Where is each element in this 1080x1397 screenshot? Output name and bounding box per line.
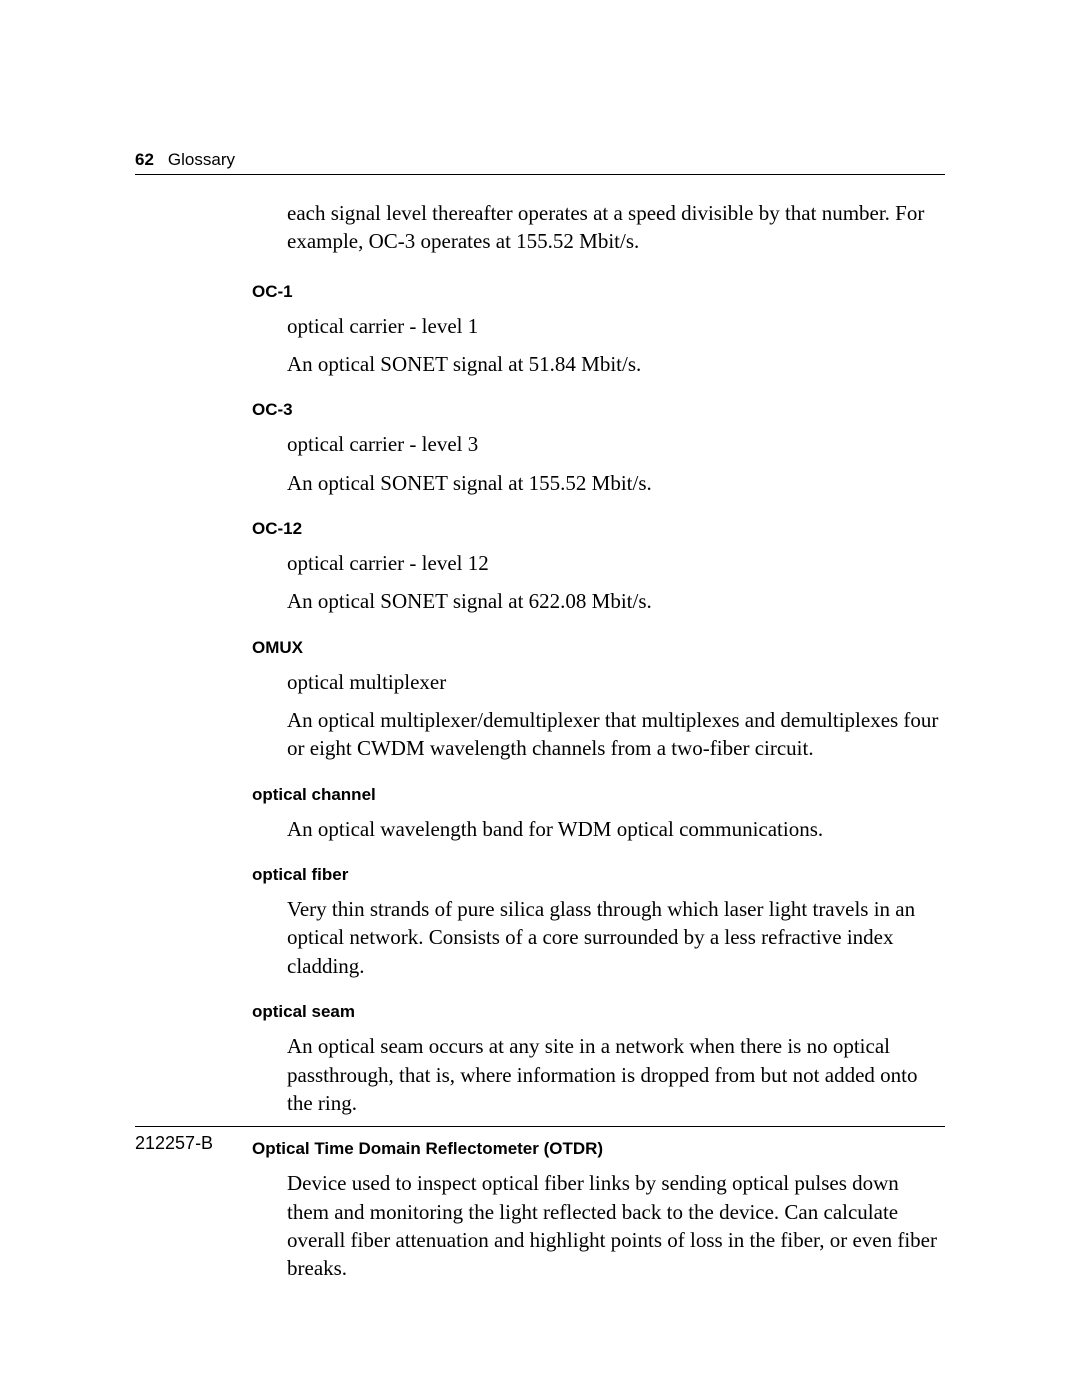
page-number: 62	[135, 150, 154, 170]
entry-oc-3: OC-3 optical carrier - level 3 An optica…	[287, 400, 945, 497]
entry-oc-1: OC-1 optical carrier - level 1 An optica…	[287, 282, 945, 379]
entry-omux: OMUX optical multiplexer An optical mult…	[287, 638, 945, 763]
term-definition: optical carrier - level 3	[287, 430, 945, 458]
document-id: 212257-B	[135, 1133, 213, 1153]
term-label: OC-12	[252, 519, 945, 539]
entry-oc-12: OC-12 optical carrier - level 12 An opti…	[287, 519, 945, 616]
entry-optical-fiber: optical fiber Very thin strands of pure …	[287, 865, 945, 980]
entry-otdr: Optical Time Domain Reflectometer (OTDR)…	[287, 1139, 945, 1282]
term-label: OC-3	[252, 400, 945, 420]
term-label: optical fiber	[252, 865, 945, 885]
term-label: OMUX	[252, 638, 945, 658]
page-footer: 212257-B	[135, 1126, 945, 1154]
page-header: 62 Glossary	[135, 150, 945, 175]
term-definition: Very thin strands of pure silica glass t…	[287, 895, 945, 980]
term-definition: An optical wavelength band for WDM optic…	[287, 815, 945, 843]
term-definition: An optical seam occurs at any site in a …	[287, 1032, 945, 1117]
term-definition: optical carrier - level 12	[287, 549, 945, 577]
term-definition: optical multiplexer	[287, 668, 945, 696]
term-definition: An optical SONET signal at 622.08 Mbit/s…	[287, 587, 945, 615]
entry-optical-seam: optical seam An optical seam occurs at a…	[287, 1002, 945, 1117]
term-definition: Device used to inspect optical fiber lin…	[287, 1169, 945, 1282]
term-definition: An optical multiplexer/demultiplexer tha…	[287, 706, 945, 763]
page-content: 62 Glossary each signal level thereafter…	[135, 150, 945, 1293]
entry-optical-channel: optical channel An optical wavelength ba…	[287, 785, 945, 843]
term-label: OC-1	[252, 282, 945, 302]
glossary-body: each signal level thereafter operates at…	[135, 199, 945, 1283]
intro-paragraph: each signal level thereafter operates at…	[287, 199, 945, 256]
term-definition: An optical SONET signal at 51.84 Mbit/s.	[287, 350, 945, 378]
term-definition: An optical SONET signal at 155.52 Mbit/s…	[287, 469, 945, 497]
section-title: Glossary	[168, 150, 235, 170]
term-label: optical seam	[252, 1002, 945, 1022]
term-label: optical channel	[252, 785, 945, 805]
term-definition: optical carrier - level 1	[287, 312, 945, 340]
